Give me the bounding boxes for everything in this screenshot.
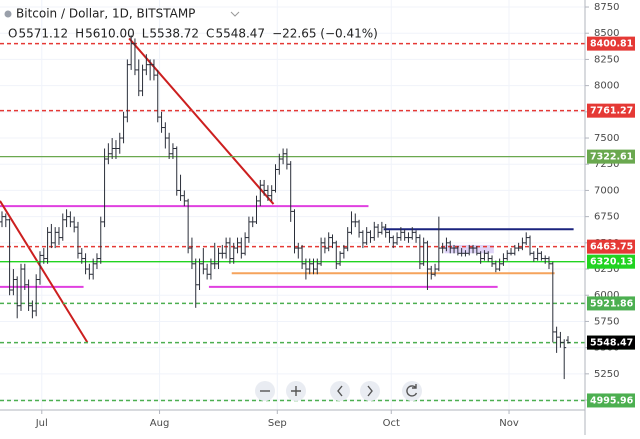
legend-key: C bbox=[206, 27, 214, 41]
price-tag bbox=[587, 335, 635, 350]
price-tag bbox=[587, 393, 635, 408]
caret[interactable] bbox=[230, 11, 240, 17]
price-tag bbox=[587, 36, 635, 51]
price-tag bbox=[587, 239, 635, 254]
y-tick-label: 8000 bbox=[594, 81, 619, 92]
y-tick-label: 6750 bbox=[594, 212, 619, 223]
x-tick-label: Aug bbox=[150, 418, 170, 429]
price-tag-label: 5921.86 bbox=[590, 298, 634, 309]
x-tick-label: Oct bbox=[383, 418, 400, 429]
reset[interactable] bbox=[402, 381, 422, 401]
y-tick-label: 6000 bbox=[594, 290, 619, 301]
grid bbox=[0, 0, 585, 410]
y-tick-label: 8500 bbox=[594, 28, 619, 39]
price-tag-label: 6320.13 bbox=[590, 257, 633, 268]
bars bbox=[0, 35, 571, 380]
zoom-in[interactable] bbox=[286, 381, 306, 401]
x-tick-label: Sep bbox=[268, 418, 287, 429]
legend-key: L bbox=[142, 27, 149, 41]
zoom-out[interactable] bbox=[255, 381, 275, 401]
legend-key: O bbox=[8, 27, 17, 41]
price-tag-label: 7322.61 bbox=[590, 152, 633, 163]
price-tag-label: 6463.75 bbox=[590, 242, 633, 253]
price-tag bbox=[587, 296, 635, 311]
y-tick-label: 7000 bbox=[594, 185, 619, 196]
y-tick-label: 5750 bbox=[594, 316, 619, 327]
legend-key: H bbox=[75, 27, 84, 41]
y-tick-label: 6250 bbox=[594, 264, 619, 275]
x-tick-label: Nov bbox=[499, 418, 519, 429]
legend-value: 5538.72 bbox=[149, 27, 199, 41]
scroll-left[interactable] bbox=[330, 381, 350, 401]
y-tick-label: 5250 bbox=[594, 369, 619, 380]
price-tag bbox=[587, 103, 635, 118]
y-tick-label: 7250 bbox=[594, 159, 619, 170]
legend-value: 5610.00 bbox=[85, 27, 135, 41]
header: Bitcoin / Dollar, 1D, BITSTAMP O 5571.12 H… bbox=[4, 7, 378, 41]
drawn-line bbox=[0, 200, 89, 343]
y-tick-label: 7500 bbox=[594, 133, 619, 144]
price-tag-label: 4995.96 bbox=[590, 395, 634, 406]
price-tag bbox=[587, 254, 635, 269]
y-tick-label: 8250 bbox=[594, 54, 619, 65]
toolbar bbox=[255, 381, 422, 401]
price-tag-label: 8400.81 bbox=[590, 39, 633, 50]
price-tag-label: 7761.27 bbox=[590, 106, 633, 117]
legend-value: 5571.12 bbox=[18, 27, 68, 41]
price-tags: 8400.81 7761.27 7322.61 6463.75 6320.13 5921.… bbox=[587, 36, 635, 408]
x-tick-label: Jul bbox=[35, 418, 48, 429]
change: −22.65 (−0.41%) bbox=[272, 27, 378, 41]
ohlc-legend: O 5571.12 H 5610.00 L 5538.72 C 5548.47 −22.65 (… bbox=[8, 27, 378, 41]
price-tag-label: 5548.47 bbox=[590, 338, 633, 349]
scroll-right[interactable] bbox=[360, 381, 380, 401]
y-tick-label: 8750 bbox=[594, 2, 619, 13]
icon bbox=[4, 10, 12, 18]
chart-title: Bitcoin / Dollar, 1D, BITSTAMP bbox=[16, 7, 195, 21]
drawn-line bbox=[128, 37, 275, 205]
price-tag bbox=[587, 149, 635, 164]
legend-value: 5548.47 bbox=[215, 27, 265, 41]
